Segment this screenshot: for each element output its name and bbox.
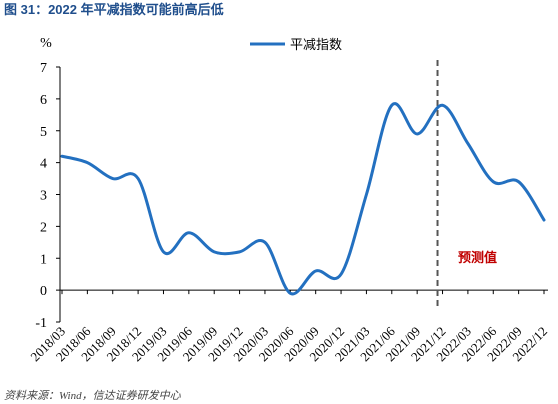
data-point [440,102,446,108]
series-line [60,102,546,296]
data-point [541,217,547,223]
data-points [59,102,547,296]
y-tick-label: 0 [40,284,47,299]
data-point [135,176,141,182]
data-point [59,153,65,159]
source-note: 资料来源：Wind，信达证券研发中心 [4,389,182,402]
x-axis [60,289,548,295]
data-point [313,268,319,274]
data-point [160,249,166,255]
y-tick-label: 2 [40,220,47,235]
data-point [363,192,369,198]
data-point [110,176,116,182]
data-point [389,102,395,108]
y-tick-label: 6 [40,93,47,108]
forecast-annotation: 预测值 [458,250,497,265]
legend: 平减指数 [250,37,342,52]
data-point [211,249,217,255]
y-tick-label: 7 [40,61,47,76]
data-point [287,290,293,296]
data-point [262,239,268,245]
y-tick-label: -1 [35,316,47,331]
data-point [237,249,243,255]
x-tick-labels: 2018/032018/062018/092018/122019/032019/… [27,323,550,364]
chart-title: 图 31：2022 年平减指数可能前高后低 [4,2,224,17]
y-axis-unit: % [40,36,52,51]
data-point [84,160,90,166]
data-point [490,179,496,185]
data-point [186,230,192,236]
y-tick-label: 5 [40,125,47,140]
data-point [465,141,471,147]
data-point [414,131,420,137]
data-point [338,271,344,277]
y-axis: -1 0 1 2 3 4 5 6 7 [35,61,61,331]
y-tick-label: 1 [40,252,47,267]
y-tick-label: 3 [40,189,47,204]
legend-label: 平减指数 [290,37,342,52]
data-point [516,179,522,185]
y-tick-label: 4 [40,157,47,172]
